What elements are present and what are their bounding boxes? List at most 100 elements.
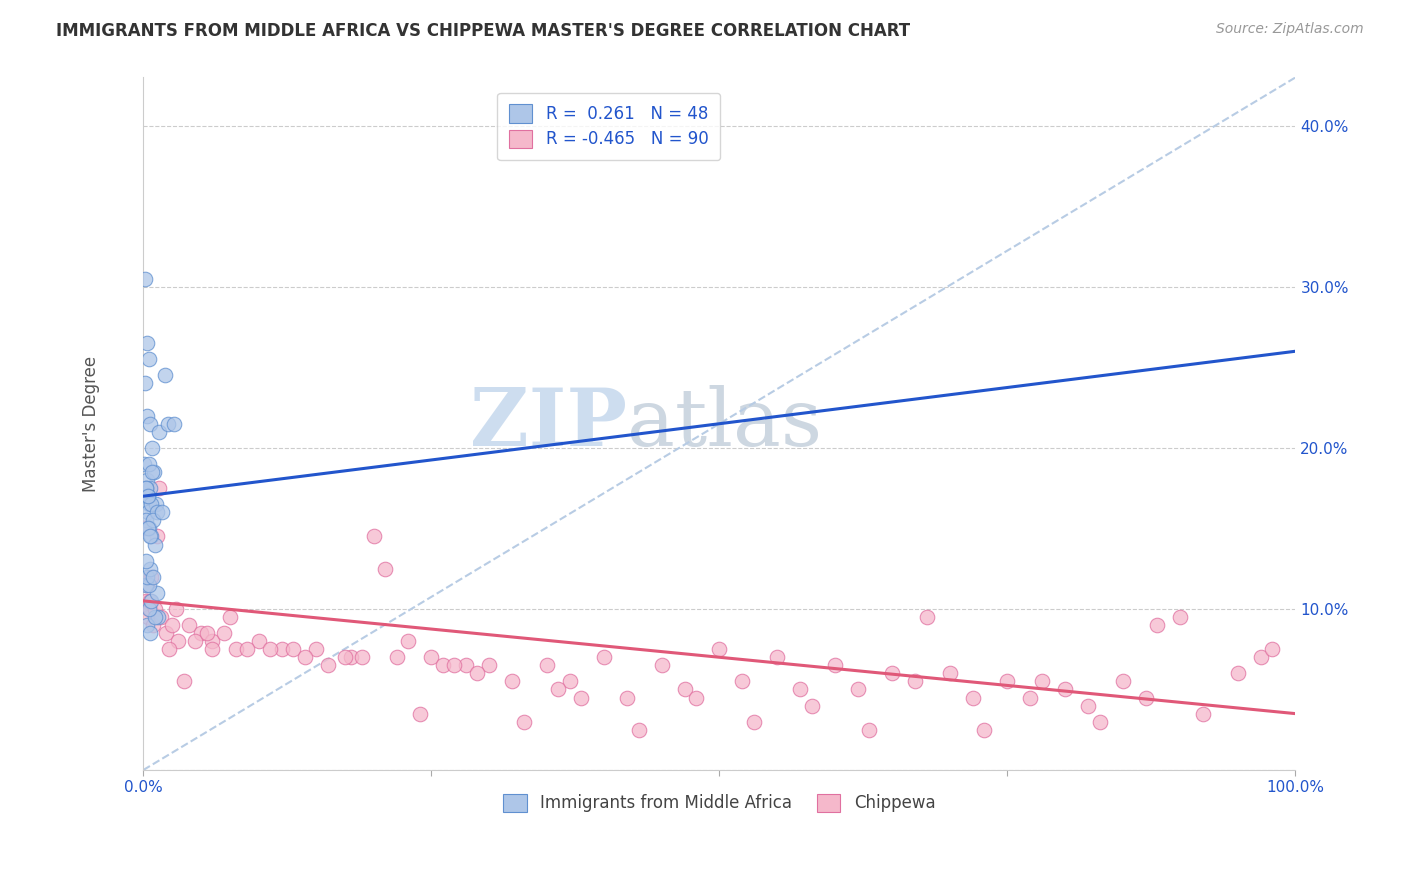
- Point: [139, 602, 162, 616]
- Point: [1250, 650, 1272, 665]
- Point: [339, 650, 361, 665]
- Point: [1031, 674, 1053, 689]
- Point: [139, 562, 162, 576]
- Point: [136, 618, 159, 632]
- Point: [134, 521, 156, 535]
- Point: [201, 642, 224, 657]
- Point: [651, 658, 673, 673]
- Point: [145, 610, 167, 624]
- Point: [155, 368, 177, 383]
- Point: [800, 698, 823, 713]
- Point: [454, 658, 477, 673]
- Point: [135, 578, 157, 592]
- Point: [846, 682, 869, 697]
- Point: [143, 537, 166, 551]
- Point: [858, 723, 880, 737]
- Point: [478, 658, 501, 673]
- Point: [143, 602, 166, 616]
- Point: [149, 610, 172, 624]
- Point: [281, 642, 304, 657]
- Text: IMMIGRANTS FROM MIDDLE AFRICA VS CHIPPEWA MASTER'S DEGREE CORRELATION CHART: IMMIGRANTS FROM MIDDLE AFRICA VS CHIPPEW…: [56, 22, 910, 40]
- Point: [558, 674, 581, 689]
- Point: [443, 658, 465, 673]
- Point: [432, 658, 454, 673]
- Point: [150, 505, 173, 519]
- Point: [467, 666, 489, 681]
- Point: [135, 578, 157, 592]
- Point: [135, 336, 157, 351]
- Point: [973, 723, 995, 737]
- Point: [136, 570, 159, 584]
- Point: [135, 594, 157, 608]
- Point: [709, 642, 731, 657]
- Point: [135, 473, 157, 487]
- Point: [742, 714, 765, 729]
- Point: [627, 723, 650, 737]
- Point: [148, 481, 170, 495]
- Point: [138, 578, 160, 592]
- Point: [138, 602, 160, 616]
- Point: [138, 457, 160, 471]
- Point: [146, 505, 169, 519]
- Point: [673, 682, 696, 697]
- Text: Master's Degree: Master's Degree: [83, 356, 100, 491]
- Point: [167, 634, 190, 648]
- Point: [160, 618, 183, 632]
- Text: Source: ZipAtlas.com: Source: ZipAtlas.com: [1216, 22, 1364, 37]
- Point: [138, 529, 160, 543]
- Point: [882, 666, 904, 681]
- Point: [1168, 610, 1191, 624]
- Point: [135, 481, 157, 495]
- Point: [1111, 674, 1133, 689]
- Point: [195, 626, 218, 640]
- Point: [135, 553, 157, 567]
- Point: [1261, 642, 1284, 657]
- Point: [1019, 690, 1042, 705]
- Point: [157, 642, 180, 657]
- Point: [939, 666, 962, 681]
- Point: [141, 529, 163, 543]
- Point: [142, 465, 165, 479]
- Point: [136, 521, 159, 535]
- Point: [259, 642, 281, 657]
- Point: [236, 642, 259, 657]
- Text: ZIP: ZIP: [470, 384, 627, 463]
- Legend: Immigrants from Middle Africa, Chippewa: Immigrants from Middle Africa, Chippewa: [492, 782, 948, 824]
- Point: [1226, 666, 1249, 681]
- Point: [1077, 698, 1099, 713]
- Point: [547, 682, 569, 697]
- Point: [142, 618, 165, 632]
- Point: [616, 690, 638, 705]
- Point: [165, 602, 187, 616]
- Point: [420, 650, 443, 665]
- Point: [789, 682, 811, 697]
- Point: [148, 610, 170, 624]
- Point: [316, 658, 339, 673]
- Point: [218, 610, 240, 624]
- Point: [270, 642, 292, 657]
- Point: [139, 594, 162, 608]
- Point: [135, 481, 157, 495]
- Point: [569, 690, 592, 705]
- Point: [136, 610, 159, 624]
- Point: [148, 425, 170, 439]
- Point: [142, 570, 165, 584]
- Point: [409, 706, 432, 721]
- Point: [190, 626, 212, 640]
- Point: [962, 690, 984, 705]
- Point: [685, 690, 707, 705]
- Point: [997, 674, 1019, 689]
- Point: [731, 674, 754, 689]
- Point: [1053, 682, 1076, 697]
- Point: [536, 658, 558, 673]
- Point: [141, 441, 163, 455]
- Point: [766, 650, 789, 665]
- Point: [138, 352, 160, 367]
- Point: [134, 272, 156, 286]
- Point: [512, 714, 534, 729]
- Point: [135, 513, 157, 527]
- Point: [212, 626, 235, 640]
- Point: [136, 409, 159, 423]
- Point: [136, 505, 159, 519]
- Point: [141, 594, 163, 608]
